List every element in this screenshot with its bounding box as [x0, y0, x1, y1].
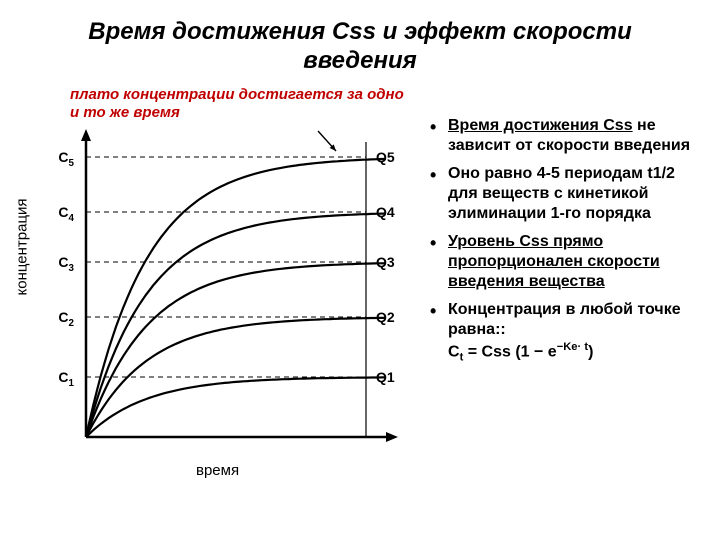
y-axis-label: концентрация	[14, 199, 31, 296]
q-label-4: Q4	[376, 204, 395, 220]
chart-container: C1Q1C2Q2C3Q3C4Q4C5Q5 концентрация время	[36, 127, 406, 457]
formula: Ct = Css (1 − e−Ke· t)	[448, 340, 700, 365]
c-label-3: C3	[58, 254, 74, 274]
c-label-1: C1	[58, 369, 74, 389]
c-label-4: C4	[58, 204, 74, 224]
saturation-chart: C1 Q1 C2 Q2 C3 Q3 C4 Q4 C5 Q5	[36, 127, 406, 457]
q-label-2: Q2	[376, 309, 395, 325]
bullet-item: Уровень Сss прямо пропорционален скорост…	[426, 232, 700, 292]
c-label-5: C5	[58, 149, 74, 169]
chart-column: плато концентрации достигается за одно и…	[20, 86, 410, 458]
plateau-note: плато концентрации достигается за одно и…	[20, 86, 410, 128]
bullets-column: Время достижения Css не зависит от скоро…	[420, 86, 700, 458]
content-row: плато концентрации достигается за одно и…	[0, 86, 720, 458]
bullet-item: Концентрация в любой точке равна::Ct = C…	[426, 300, 700, 365]
bullet-item: Оно равно 4-5 периодам t1/2 для веществ …	[426, 164, 700, 224]
q-label-3: Q3	[376, 254, 395, 270]
bullet-item: Время достижения Css не зависит от скоро…	[426, 116, 700, 156]
c-label-2: C2	[58, 309, 74, 329]
bullet-text: Время достижения Css	[448, 117, 633, 134]
q-label-1: Q1	[376, 369, 395, 385]
q-label-5: Q5	[376, 149, 395, 165]
bullet-text: Концентрация в любой точке равна:	[448, 301, 681, 338]
page-title: Время достижения Css и эффект скорости в…	[0, 0, 720, 86]
bullet-list: Время достижения Css не зависит от скоро…	[426, 116, 700, 365]
bullet-text: Оно равно 4-5 периодам t1/2 для веществ …	[448, 165, 675, 222]
bullet-text: Уровень Сss прямо пропорционален скорост…	[448, 233, 660, 290]
x-axis-label: время	[196, 462, 239, 479]
